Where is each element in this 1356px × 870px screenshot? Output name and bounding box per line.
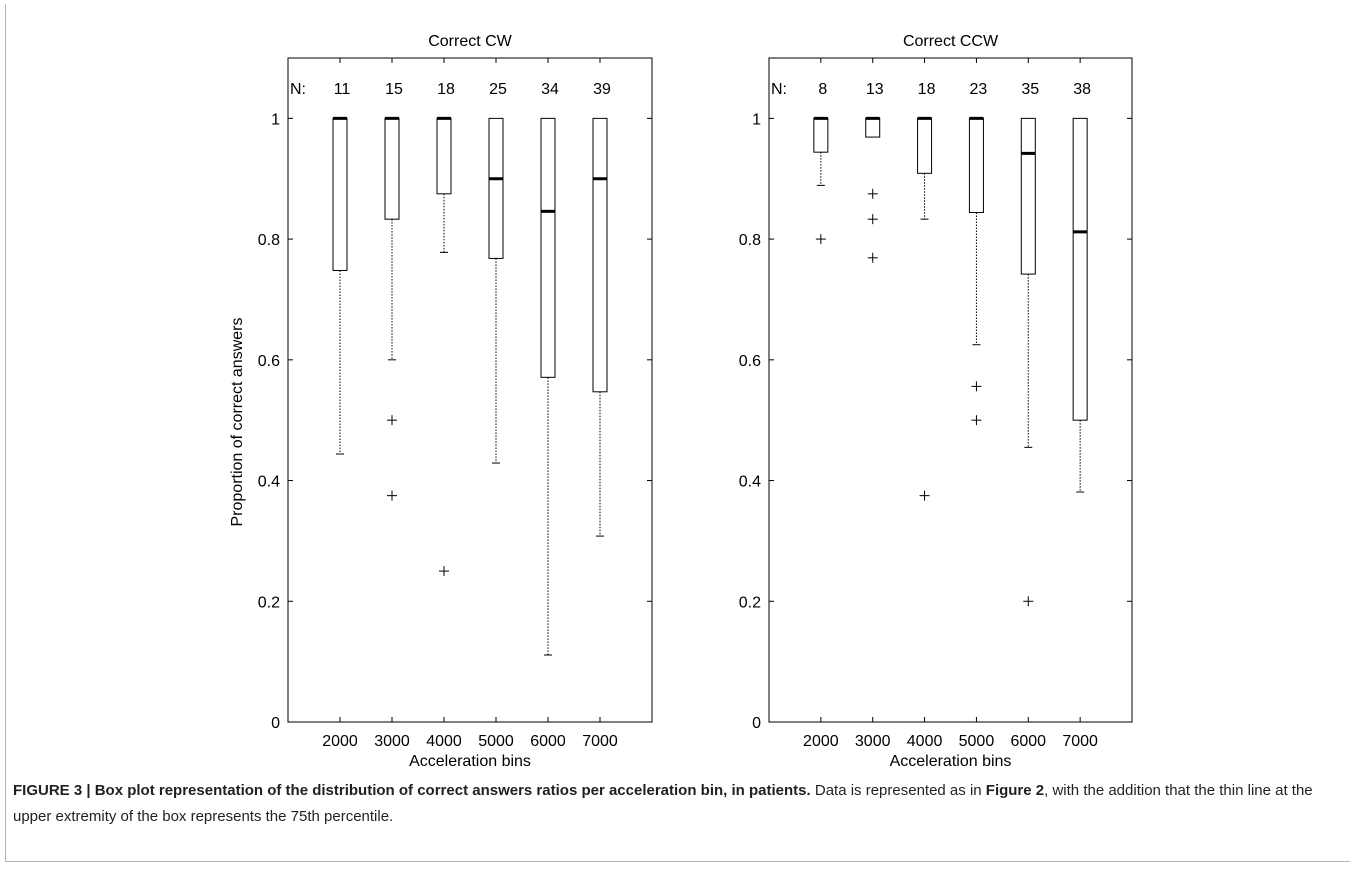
n-count: 18 (437, 81, 455, 98)
y-tick-label: 0.2 (258, 594, 280, 611)
n-count: 8 (818, 81, 827, 98)
caption-text-2: , with the addition that the thin line a… (13, 782, 1313, 825)
box-3000 (865, 116, 881, 263)
y-tick-label: 0.8 (258, 232, 280, 249)
axes-frame (287, 57, 653, 723)
caption-text-1: Data is represented as in (810, 782, 986, 799)
x-axis-label: Acceleration bins (409, 753, 531, 770)
axes-frame (768, 57, 1133, 723)
x-tick-label: 6000 (530, 733, 566, 750)
outlier-marker (867, 252, 878, 263)
y-tick-label: 1 (752, 111, 761, 128)
caption-figure-ref: Figure 2 (985, 782, 1045, 799)
chart-title: Correct CW (428, 33, 512, 50)
n-count: 34 (541, 81, 559, 98)
x-tick-label: 3000 (374, 733, 410, 750)
x-axis-label: Acceleration bins (890, 753, 1012, 770)
box-7000 (592, 117, 608, 537)
x-tick-label: 4000 (426, 733, 462, 750)
x-tick-label: 2000 (322, 733, 358, 750)
iqr-box (1072, 117, 1088, 421)
outlier-marker (971, 415, 982, 426)
x-tick-label: 7000 (582, 733, 618, 750)
iqr-box (540, 117, 556, 378)
n-count: 15 (385, 81, 403, 98)
panel-ccw: 0 0.2 0.4 0.6 0.8 1 2000 3000 4000 5000 6000 7000 Co… (739, 33, 1133, 770)
panel-cw: 0 0.2 0.4 0.6 0.8 1 2000 3000 4000 5000 6000 7000 Co… (229, 33, 653, 770)
iqr-box (592, 117, 608, 393)
y-tick-label: 0 (752, 715, 761, 732)
box-5000 (488, 117, 504, 464)
iqr-box (813, 117, 829, 153)
figure-caption: FIGURE 3 | Box plot representation of th… (13, 778, 1348, 830)
n-count: 13 (866, 81, 884, 98)
y-tick-label: 0.4 (739, 474, 761, 491)
y-axis-label: Proportion of correct answers (229, 318, 246, 527)
y-tick-label: 1 (271, 111, 280, 128)
caption-bold-title: FIGURE 3 | Box plot representation of th… (13, 782, 811, 799)
x-tick-label: 3000 (855, 733, 891, 750)
outlier-marker (815, 234, 826, 245)
n-count: 38 (1073, 81, 1091, 98)
y-tick-label: 0.8 (739, 232, 761, 249)
y-tick-label: 0 (271, 715, 280, 732)
outlier-marker (919, 490, 930, 501)
iqr-box (968, 117, 984, 214)
x-tick-label: 6000 (1010, 733, 1046, 750)
box-plots-figure: 0 0.2 0.4 0.6 0.8 1 2000 3000 4000 5000 6000 7000 Co… (229, 33, 1133, 770)
box-2000 (813, 116, 829, 245)
iqr-box (1020, 117, 1036, 275)
n-prefix: N: (290, 81, 306, 98)
n-count: 39 (593, 81, 611, 98)
x-tick-label: 7000 (1062, 733, 1098, 750)
n-count: 23 (970, 81, 988, 98)
n-count: 11 (334, 81, 351, 98)
iqr-box (488, 117, 504, 259)
box-5000 (968, 116, 984, 426)
iqr-box (332, 117, 348, 271)
box-3000 (384, 116, 400, 501)
outlier-marker (971, 381, 982, 392)
n-count: 18 (918, 81, 936, 98)
iqr-box (865, 117, 881, 138)
box-4000 (917, 116, 933, 501)
iqr-box (436, 117, 452, 195)
outlier-marker (867, 188, 878, 199)
iqr-box (384, 117, 400, 220)
n-prefix: N: (771, 81, 787, 98)
iqr-box (917, 117, 933, 174)
box-4000 (436, 116, 452, 577)
n-count: 25 (489, 81, 507, 98)
outlier-marker (387, 490, 397, 501)
box-6000 (1020, 117, 1036, 607)
figure-frame (5, 4, 1350, 862)
y-tick-label: 0.4 (258, 474, 280, 491)
chart-title: Correct CCW (903, 33, 999, 50)
box-6000 (540, 117, 556, 656)
box-2000 (332, 116, 348, 455)
y-tick-label: 0.6 (739, 353, 761, 370)
y-tick-label: 0.2 (739, 594, 761, 611)
box-7000 (1072, 117, 1088, 493)
outlier-marker (387, 415, 397, 426)
outlier-marker (439, 566, 449, 577)
x-tick-label: 4000 (907, 733, 943, 750)
outlier-marker (1023, 596, 1034, 607)
x-tick-label: 5000 (959, 733, 995, 750)
x-tick-label: 5000 (478, 733, 514, 750)
outlier-marker (867, 214, 878, 225)
y-tick-label: 0.6 (258, 353, 280, 370)
n-count: 35 (1021, 81, 1039, 98)
x-tick-label: 2000 (803, 733, 839, 750)
